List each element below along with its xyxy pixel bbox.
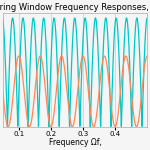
Title: Comparing Window Frequency Responses, N = 31: Comparing Window Frequency Responses, N … [0,3,150,12]
X-axis label: Frequency Ωf,: Frequency Ωf, [49,138,101,147]
